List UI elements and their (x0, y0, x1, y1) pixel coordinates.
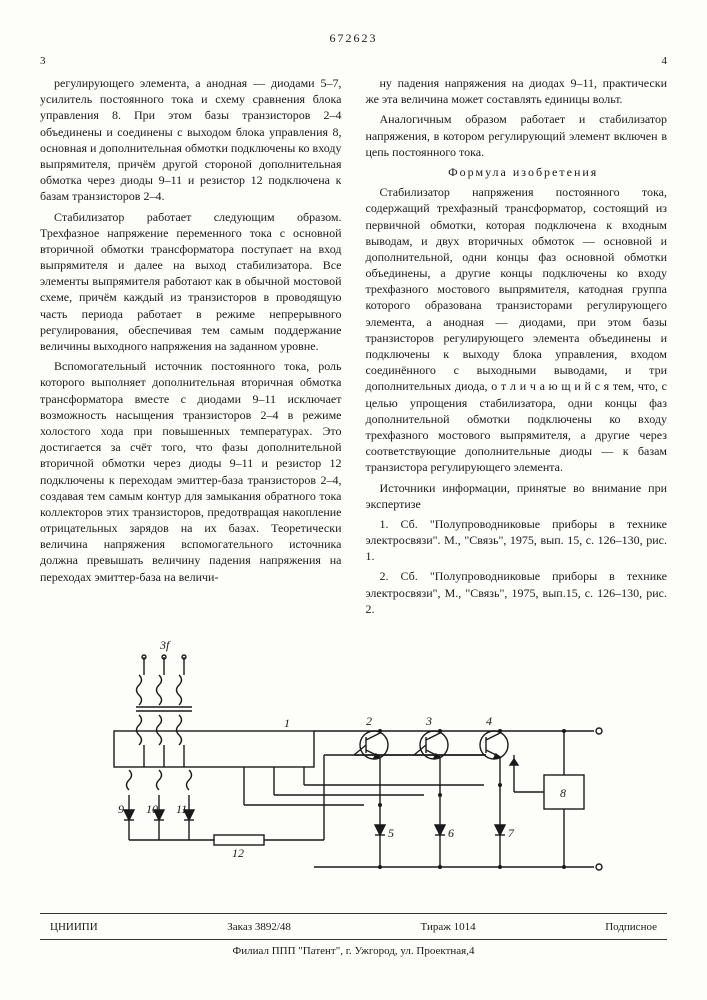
diode-6: 6 (435, 795, 454, 867)
column-header-row: 3 4 (40, 54, 667, 69)
para: Стабилизатор работает следующим образом.… (40, 209, 342, 355)
diode-7: 7 (495, 785, 515, 867)
para: Источники информации, принятые во вниман… (366, 480, 668, 512)
svg-text:8: 8 (560, 786, 566, 800)
para: 2. Сб. "Полупроводниковые приборы в техн… (366, 568, 668, 617)
para: регулирующего элемента, а анодная — диод… (40, 75, 342, 205)
doc-number: 672623 (40, 30, 667, 46)
svg-text:7: 7 (508, 826, 515, 840)
body-text: регулирующего элемента, а анодная — диод… (40, 75, 667, 617)
col-left-num: 3 (40, 54, 46, 69)
transformer-secondary-aux (126, 770, 191, 790)
col-right-num: 4 (662, 54, 668, 69)
diagram-label-input: 3f (159, 638, 171, 652)
footer-tirazh: Тираж 1014 (421, 920, 476, 935)
svg-text:5: 5 (388, 826, 394, 840)
footer-order: Заказ 3892/48 (227, 920, 291, 935)
diode-9: 9 (118, 795, 134, 840)
circuit-diagram: 3f 1 (74, 635, 634, 899)
control-block-8: 8 (510, 731, 584, 867)
svg-text:11: 11 (176, 802, 187, 816)
para: Стабилизатор напряжения постоянного тока… (366, 184, 668, 475)
footer: ЦНИИПИ Заказ 3892/48 Тираж 1014 Подписно… (40, 913, 667, 959)
para: ну падения напряжения на диодах 9–11, пр… (366, 75, 668, 107)
formula-heading: Формула изобретения (366, 164, 668, 180)
diode-10: 10 (146, 795, 164, 840)
resistor-12: 12 (214, 835, 264, 860)
footer-sign: Подписное (605, 920, 657, 935)
para: Аналогичным образом работает и стабилиза… (366, 111, 668, 160)
para: 1. Сб. "Полупроводниковые приборы в техн… (366, 516, 668, 565)
svg-text:6: 6 (448, 826, 454, 840)
diode-11: 11 (176, 795, 194, 840)
footer-address: Филиал ППП "Патент", г. Ужгород, ул. Про… (40, 939, 667, 959)
para: Вспомогательный источник постоянного ток… (40, 358, 342, 585)
diode-5: 5 (375, 805, 394, 867)
svg-text:9: 9 (118, 802, 124, 816)
transistor-2: 2 (354, 714, 388, 805)
svg-text:1: 1 (284, 716, 290, 730)
svg-text:4: 4 (486, 714, 492, 728)
transformer-primary (136, 675, 192, 711)
svg-text:3: 3 (425, 714, 432, 728)
footer-org: ЦНИИПИ (50, 920, 98, 935)
transformer-secondary-main: 1 (136, 715, 290, 745)
svg-text:10: 10 (146, 802, 158, 816)
svg-text:2: 2 (366, 714, 372, 728)
svg-text:12: 12 (232, 846, 244, 860)
